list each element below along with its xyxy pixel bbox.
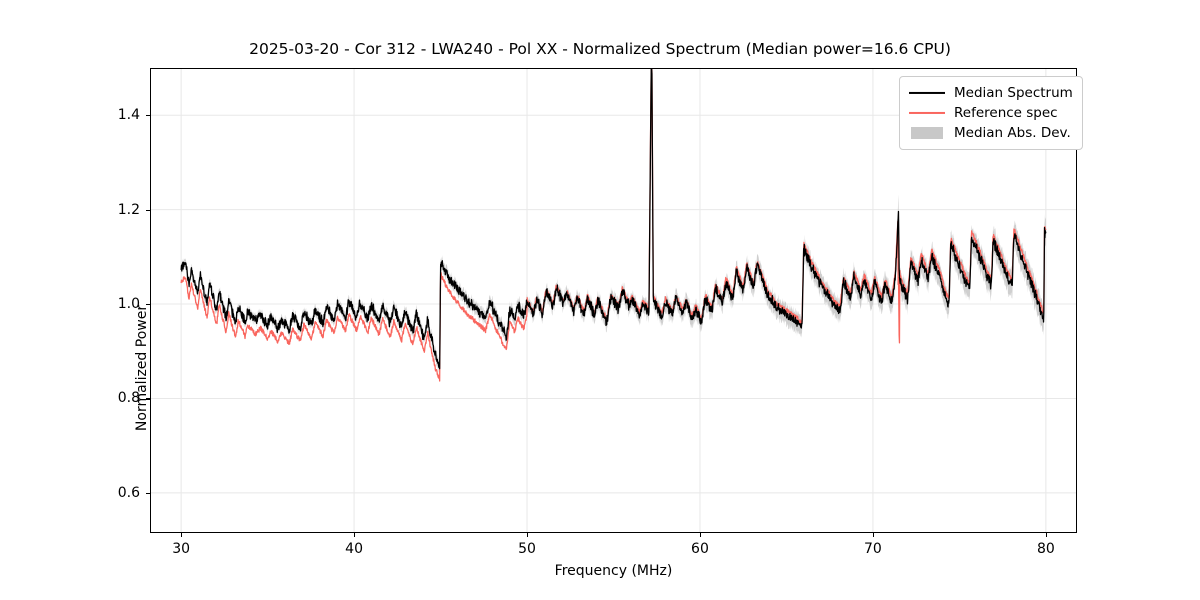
legend-label: Median Spectrum bbox=[954, 85, 1073, 101]
x-tick-mark bbox=[527, 533, 529, 537]
legend-key-patch-icon bbox=[909, 126, 945, 140]
y-tick-label: 0.6 bbox=[117, 484, 140, 501]
y-tick-mark bbox=[146, 492, 150, 494]
legend-item-median-spectrum: Median Spectrum bbox=[909, 83, 1073, 103]
legend-label: Median Abs. Dev. bbox=[954, 125, 1071, 141]
y-tick-label: 1.2 bbox=[117, 201, 140, 218]
x-tick-mark bbox=[699, 533, 702, 537]
legend-label: Reference spec bbox=[954, 105, 1058, 121]
page-title: 2025-03-20 - Cor 312 - LWA240 - Pol XX -… bbox=[249, 40, 951, 58]
legend-item-reference-spec: Reference spec bbox=[909, 103, 1073, 123]
y-tick-label: 1.4 bbox=[117, 107, 140, 124]
y-axis-label: Normalized Power bbox=[134, 304, 150, 432]
x-tick-mark bbox=[181, 533, 183, 537]
legend-item-median-abs-dev: Median Abs. Dev. bbox=[909, 123, 1073, 143]
y-tick-label: 1.0 bbox=[117, 296, 140, 313]
x-tick-label: 60 bbox=[691, 541, 709, 557]
x-tick-mark bbox=[1045, 533, 1047, 537]
x-tick-label: 50 bbox=[518, 541, 536, 557]
x-tick-label: 30 bbox=[172, 541, 191, 557]
legend-key-line-icon bbox=[909, 86, 945, 100]
x-tick-label: 40 bbox=[345, 541, 363, 557]
x-tick-label: 70 bbox=[863, 541, 882, 557]
x-axis-label: Frequency (MHz) bbox=[554, 563, 673, 579]
x-tick-label: 80 bbox=[1036, 541, 1055, 557]
y-tick-mark bbox=[146, 209, 150, 211]
legend-key-line-icon bbox=[909, 106, 945, 120]
y-tick-mark bbox=[146, 398, 150, 400]
x-tick-mark bbox=[872, 533, 874, 537]
legend: Median Spectrum Reference spec Median Ab… bbox=[899, 76, 1083, 150]
median-spectrum-line bbox=[180, 68, 1047, 370]
y-tick-label: 0.8 bbox=[117, 390, 140, 407]
y-tick-mark bbox=[146, 304, 150, 306]
y-tick-mark bbox=[146, 115, 150, 117]
x-tick-mark bbox=[354, 533, 356, 537]
